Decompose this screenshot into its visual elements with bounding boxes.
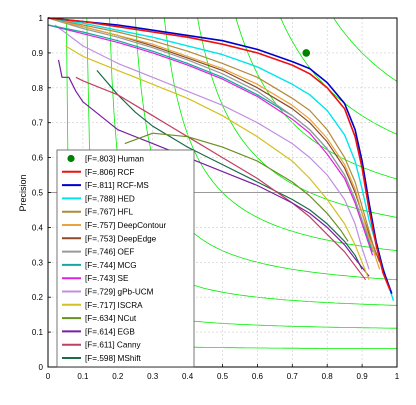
- series-line-7: [47, 17, 374, 249]
- legend-label: [F=.788] HED: [85, 194, 135, 203]
- x-tick-label: 1: [395, 372, 400, 381]
- x-tick-label: 0.7: [287, 372, 299, 381]
- x-tick-label: 0.5: [217, 372, 229, 381]
- series-line-11: [65, 45, 370, 281]
- iso-f-curve-9: [333, 17, 398, 82]
- legend-label: [F=.614] EGB: [85, 327, 135, 336]
- series-line-12: [124, 132, 349, 242]
- series-line-2: [47, 17, 393, 294]
- legend-label: [F=.767] HFL: [85, 208, 133, 217]
- y-tick-label: 0.8: [32, 84, 44, 93]
- axis-ticks: 0 0.1 0.2 0.3 0.4 0.5 0.6 0.7 0.8 0.9 1 0 0.1 0.2 0.3 0…: [32, 14, 400, 381]
- legend-label: [F=.729] gPb-UCM: [85, 288, 154, 297]
- y-tick-label: 0.7: [32, 119, 44, 128]
- y-axis-label: Precision: [18, 174, 28, 211]
- human-point: [302, 49, 311, 57]
- y-tick-label: 0.1: [32, 328, 44, 337]
- legend-label: [F=.746] OEF: [85, 248, 134, 257]
- x-tick-label: 0.8: [322, 372, 334, 381]
- x-tick-label: 0.1: [77, 372, 89, 381]
- y-tick-label: 0.5: [32, 189, 44, 198]
- x-tick-label: 0.6: [252, 372, 264, 381]
- legend-label: [F=.757] DeepContour: [85, 221, 167, 230]
- y-tick-label: 1: [39, 14, 44, 23]
- series-line-4: [47, 17, 377, 256]
- series-line-3: [47, 17, 395, 301]
- series-line-10: [54, 24, 370, 270]
- legend-label: [F=.743] SE: [85, 274, 129, 283]
- series-lines: [47, 17, 395, 301]
- legend-label: [F=.806] RCF: [85, 168, 134, 177]
- x-tick-label: 0.9: [357, 372, 369, 381]
- x-tick-label: 0.4: [182, 372, 194, 381]
- y-tick-label: 0.3: [32, 258, 44, 267]
- y-tick-label: 0.4: [32, 223, 44, 232]
- legend-label: [F=.598] MShift: [85, 354, 141, 363]
- x-tick-label: 0.2: [112, 372, 124, 381]
- series-line-9: [47, 24, 374, 256]
- legend-label: [F=.634] NCut: [85, 314, 137, 323]
- x-tick-label: 0: [46, 372, 51, 381]
- iso-f-curve-7: [235, 17, 398, 180]
- human-point-layer: [302, 49, 311, 57]
- y-tick-label: 0: [39, 363, 44, 372]
- legend: [F=.803] Human [F=.806] RCF [F=.811] RCF-M…: [56, 149, 195, 368]
- legend-label: [F=.717] ISCRA: [85, 301, 143, 310]
- series-line-14: [75, 76, 367, 281]
- legend-label: [F=.611] Canny: [85, 341, 142, 350]
- x-tick-label: 0.3: [147, 372, 159, 381]
- series-line-5: [47, 17, 381, 270]
- legend-marker-human: [67, 154, 75, 163]
- legend-label: [F=.811] RCF-MS: [85, 181, 149, 190]
- legend-label: [F=.803] Human: [85, 155, 144, 164]
- iso-f-curve-8: [280, 17, 398, 135]
- y-tick-label: 0.9: [32, 49, 44, 58]
- y-tick-label: 0.6: [32, 154, 44, 163]
- legend-label: [F=.753] DeepEdge: [85, 234, 157, 243]
- y-tick-label: 0.2: [32, 293, 44, 302]
- legend-label: [F=.744] MCG: [85, 261, 137, 270]
- series-line-1: [47, 17, 391, 291]
- series-line-15: [96, 70, 363, 270]
